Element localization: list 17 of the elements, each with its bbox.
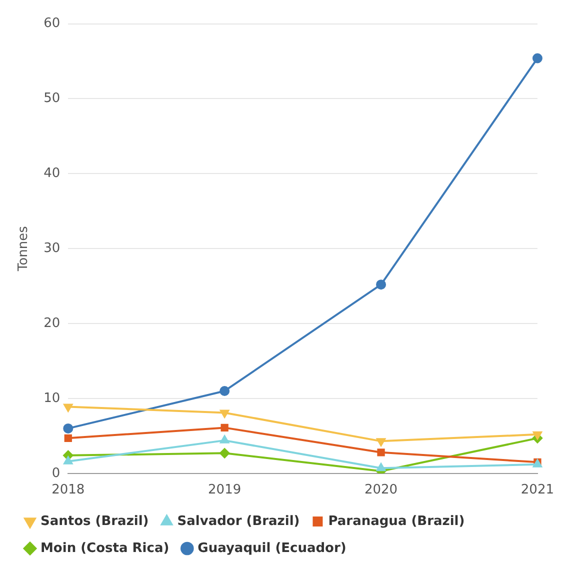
- legend-label: Salvador (Brazil): [177, 514, 300, 529]
- legend-label: Guayaquil (Ecuador): [198, 540, 346, 556]
- x-tick-label: 2021: [520, 482, 554, 498]
- legend-label: Santos (Brazil): [40, 514, 149, 529]
- y-tick-label: 50: [44, 91, 60, 106]
- y-tick-label: 30: [44, 240, 60, 256]
- legend-label: Moin (Costa Rica): [40, 540, 170, 556]
- y-tick-label: 40: [44, 166, 60, 182]
- x-tick-label: 2020: [364, 482, 398, 498]
- x-tick-label: 2018: [52, 482, 85, 498]
- y-tick-label: 0: [52, 466, 60, 481]
- legend-label: Paranagua (Brazil): [328, 514, 465, 529]
- y-tick-label: 60: [44, 16, 60, 32]
- y-tick-label: 10: [44, 390, 60, 406]
- y-tick-label: 20: [44, 316, 60, 331]
- y-axis-title: Tonnes: [16, 226, 32, 272]
- x-tick-label: 2019: [208, 482, 242, 498]
